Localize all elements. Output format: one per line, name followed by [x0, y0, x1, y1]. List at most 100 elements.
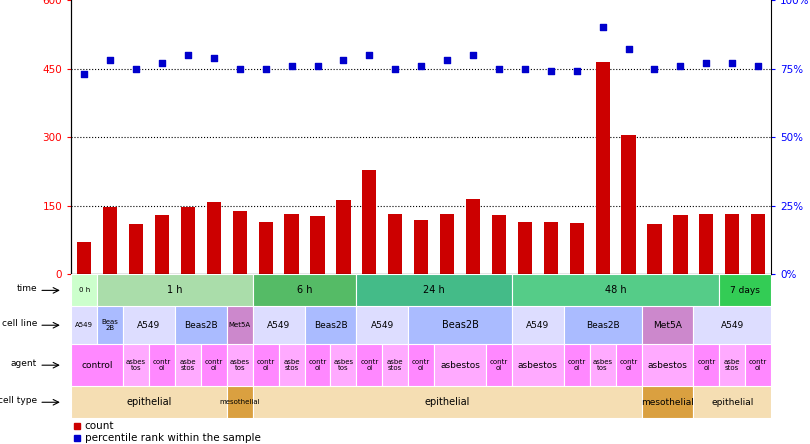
Bar: [227, 386, 253, 418]
Text: Beas2B: Beas2B: [586, 321, 620, 330]
Text: asbes
tos: asbes tos: [593, 359, 612, 372]
Bar: [71, 386, 227, 418]
Text: A549: A549: [267, 321, 290, 330]
Bar: [492, 215, 506, 274]
Text: epithelial: epithelial: [126, 397, 172, 407]
Bar: [512, 306, 564, 344]
Point: [622, 46, 635, 53]
Bar: [388, 214, 403, 274]
Bar: [673, 215, 688, 274]
Text: contr
ol: contr ol: [153, 359, 171, 372]
Bar: [77, 242, 92, 274]
Bar: [149, 344, 175, 386]
Point: [78, 71, 91, 78]
Point: [726, 59, 739, 67]
Bar: [693, 386, 771, 418]
Text: Met5A: Met5A: [228, 322, 251, 328]
Text: contr
ol: contr ol: [568, 359, 586, 372]
Text: contr
ol: contr ol: [205, 359, 223, 372]
Text: 1 h: 1 h: [167, 285, 183, 295]
Text: 7 days: 7 days: [731, 286, 760, 295]
Text: 24 h: 24 h: [424, 285, 445, 295]
Point: [492, 65, 505, 72]
Bar: [253, 274, 356, 306]
Bar: [414, 219, 428, 274]
Point: [467, 52, 480, 59]
Bar: [719, 344, 745, 386]
Text: Beas2B: Beas2B: [441, 320, 479, 330]
Point: [389, 65, 402, 72]
Bar: [564, 306, 642, 344]
Bar: [642, 386, 693, 418]
Text: Met5A: Met5A: [653, 321, 682, 330]
Bar: [382, 344, 408, 386]
Point: [570, 68, 583, 75]
Text: contr
ol: contr ol: [749, 359, 767, 372]
Text: asbes
tos: asbes tos: [334, 359, 353, 372]
Bar: [227, 306, 253, 344]
Bar: [97, 274, 253, 306]
Text: Beas2B: Beas2B: [313, 321, 347, 330]
Bar: [253, 306, 305, 344]
Bar: [693, 344, 719, 386]
Bar: [512, 274, 719, 306]
Point: [441, 57, 454, 64]
Text: asbestos: asbestos: [647, 361, 688, 370]
Bar: [569, 223, 584, 274]
Point: [285, 62, 298, 69]
Bar: [356, 306, 408, 344]
Bar: [175, 344, 201, 386]
Text: contr
ol: contr ol: [360, 359, 378, 372]
Bar: [279, 344, 305, 386]
Bar: [175, 306, 227, 344]
Text: asbestos: asbestos: [518, 361, 558, 370]
Point: [104, 57, 117, 64]
Point: [518, 65, 531, 72]
Bar: [595, 62, 610, 274]
Point: [674, 62, 687, 69]
Point: [648, 65, 661, 72]
Bar: [642, 306, 693, 344]
Text: asbes
tos: asbes tos: [126, 359, 146, 372]
Bar: [330, 344, 356, 386]
Bar: [103, 207, 117, 274]
Text: asbe
stos: asbe stos: [387, 359, 403, 372]
Text: mesothelial: mesothelial: [641, 398, 694, 407]
Bar: [305, 306, 356, 344]
Bar: [362, 170, 377, 274]
Bar: [253, 386, 642, 418]
Point: [156, 59, 168, 67]
Text: Beas2B: Beas2B: [184, 321, 218, 330]
Point: [207, 54, 220, 61]
Bar: [356, 274, 512, 306]
Bar: [201, 344, 227, 386]
Bar: [123, 306, 175, 344]
Point: [259, 65, 272, 72]
Bar: [642, 344, 693, 386]
Text: contr
ol: contr ol: [490, 359, 508, 372]
Text: mesothelial: mesothelial: [220, 399, 260, 405]
Text: cell line: cell line: [2, 319, 37, 328]
Bar: [434, 344, 486, 386]
Bar: [440, 214, 454, 274]
Bar: [466, 199, 480, 274]
Bar: [590, 344, 616, 386]
Bar: [129, 224, 143, 274]
Bar: [745, 344, 771, 386]
Bar: [512, 344, 564, 386]
Bar: [232, 211, 247, 274]
Bar: [336, 200, 351, 274]
Bar: [155, 215, 169, 274]
Bar: [71, 344, 123, 386]
Text: asbe
stos: asbe stos: [724, 359, 740, 372]
Text: A549: A549: [526, 321, 549, 330]
Bar: [616, 344, 642, 386]
Text: contr
ol: contr ol: [257, 359, 275, 372]
Bar: [71, 306, 97, 344]
Text: contr
ol: contr ol: [697, 359, 715, 372]
Bar: [258, 222, 273, 274]
Point: [181, 52, 194, 59]
Bar: [253, 344, 279, 386]
Point: [544, 68, 557, 75]
Text: contr
ol: contr ol: [620, 359, 637, 372]
